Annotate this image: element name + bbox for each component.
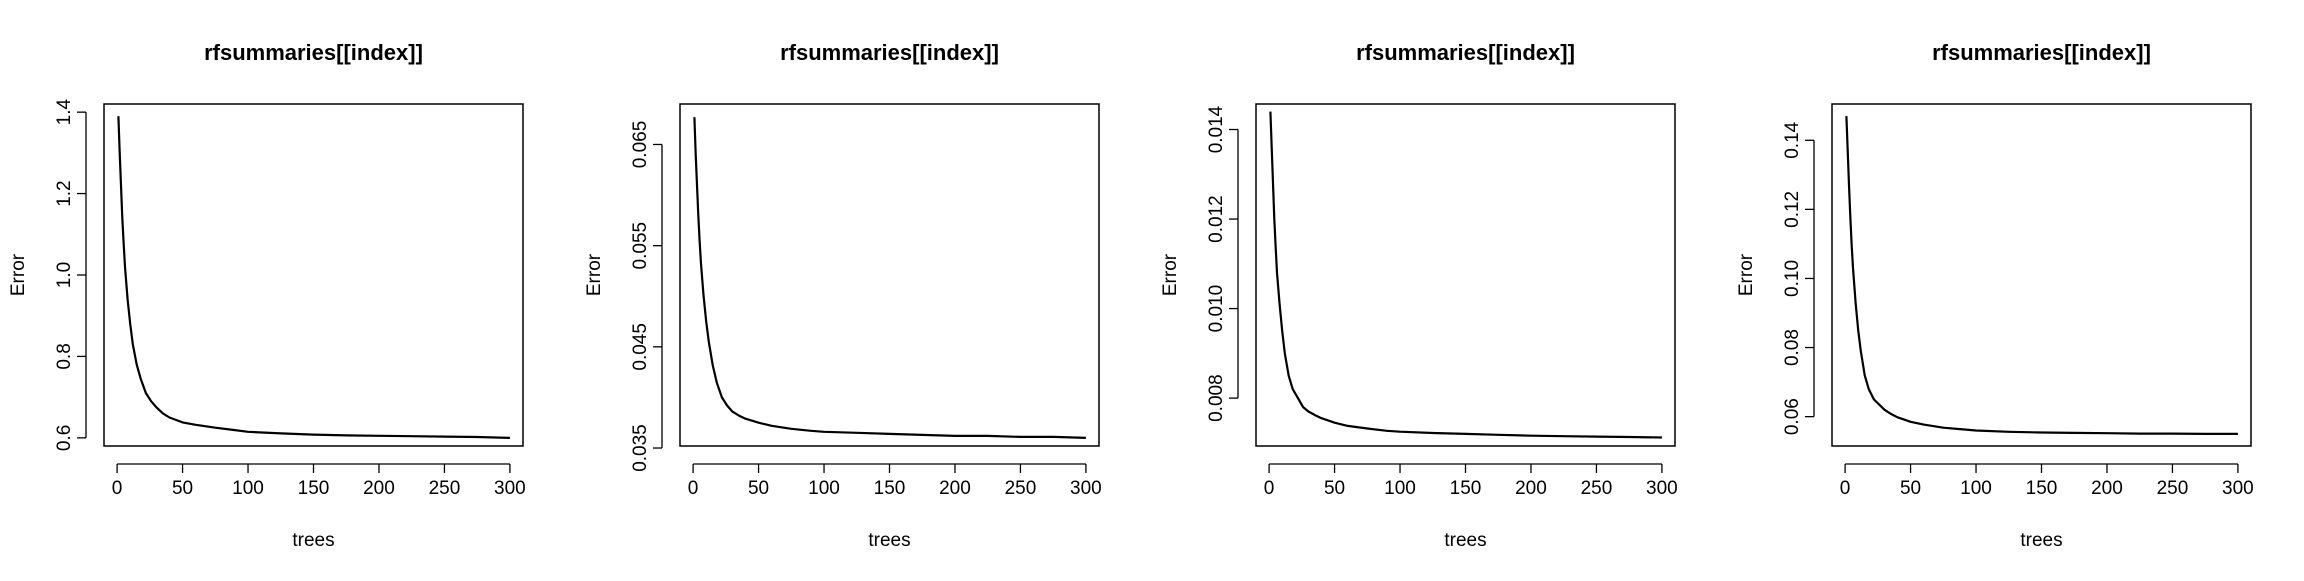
- y-tick-label: 0.08: [1782, 329, 1803, 366]
- x-tick-label: 50: [748, 478, 769, 499]
- error-line-series: [1845, 116, 2238, 435]
- x-tick-label: 150: [874, 478, 906, 499]
- x-tick-label: 0: [1840, 478, 1851, 499]
- x-tick-label: 200: [939, 478, 971, 499]
- x-tick-label: 200: [363, 478, 395, 499]
- error-line-series: [117, 116, 510, 439]
- y-tick-label: 0.8: [54, 343, 75, 369]
- chart-title: rfsummaries[[index]]: [1356, 40, 1575, 65]
- x-tick-label: 0: [688, 478, 699, 499]
- x-tick-label: 150: [298, 478, 330, 499]
- x-tick-label: 0: [112, 478, 123, 499]
- x-tick-label: 200: [1515, 478, 1547, 499]
- x-tick-label: 250: [1005, 478, 1037, 499]
- x-tick-label: 100: [1960, 478, 1992, 499]
- y-tick-label: 0.6: [54, 425, 75, 451]
- chart-title: rfsummaries[[index]]: [780, 40, 999, 65]
- x-axis-label: trees: [292, 530, 334, 551]
- error-line-series: [693, 117, 1086, 439]
- y-tick-label: 0.014: [1206, 105, 1227, 153]
- error-line-series: [1269, 111, 1662, 439]
- y-tick-label: 0.06: [1782, 398, 1803, 435]
- x-tick-label: 100: [232, 478, 264, 499]
- plot-frame: [1255, 103, 1676, 447]
- x-tick-label: 100: [808, 478, 840, 499]
- x-tick-label: 50: [1900, 478, 1921, 499]
- y-tick-label: 0.12: [1782, 191, 1803, 228]
- y-tick-label: 0.065: [630, 121, 651, 169]
- y-axis-label: Error: [1736, 253, 1757, 296]
- chart-panel-1: rfsummaries[[index]] 0 50 100 150 200 250 300 0.…: [8, 40, 526, 551]
- y-tick-label: 1.4: [54, 99, 75, 126]
- x-tick-label: 200: [2091, 478, 2123, 499]
- x-tick-label: 300: [1070, 478, 1102, 499]
- chart-title: rfsummaries[[index]]: [1932, 40, 2151, 65]
- y-tick-label: 0.055: [630, 222, 651, 270]
- x-tick-label: 150: [2026, 478, 2058, 499]
- x-axis-label: trees: [868, 530, 910, 551]
- y-tick-label: 0.10: [1782, 260, 1803, 297]
- chart-title: rfsummaries[[index]]: [204, 40, 423, 65]
- y-tick-label: 0.045: [630, 323, 651, 371]
- y-tick-label: 0.010: [1206, 285, 1227, 333]
- chart-panel-3: rfsummaries[[index]] 0 50 100 150 200 250 300 0.…: [1160, 40, 1678, 551]
- y-tick-label: 0.14: [1782, 121, 1803, 158]
- x-tick-label: 300: [1646, 478, 1678, 499]
- x-axis-label: trees: [2020, 530, 2062, 551]
- plot-frame: [103, 103, 524, 447]
- x-axis-label: trees: [1444, 530, 1486, 551]
- y-axis-label: Error: [1160, 253, 1181, 296]
- x-tick-label: 300: [494, 478, 526, 499]
- x-tick-label: 250: [1581, 478, 1613, 499]
- y-tick-label: 0.012: [1206, 195, 1227, 243]
- x-tick-label: 100: [1384, 478, 1416, 499]
- x-tick-label: 250: [429, 478, 461, 499]
- y-axis-label: Error: [584, 253, 605, 296]
- x-tick-label: 300: [2222, 478, 2254, 499]
- x-tick-label: 250: [2157, 478, 2189, 499]
- y-tick-label: 0.008: [1206, 374, 1227, 422]
- x-tick-label: 50: [172, 478, 193, 499]
- chart-panel-2: rfsummaries[[index]] 0 50 100 150 200 250 300 0.…: [584, 40, 1102, 551]
- x-tick-label: 150: [1450, 478, 1482, 499]
- y-tick-label: 1.2: [54, 180, 75, 206]
- y-tick-label: 0.035: [630, 424, 651, 472]
- y-axis-label: Error: [8, 253, 29, 296]
- x-tick-label: 50: [1324, 478, 1345, 499]
- y-tick-label: 1.0: [54, 262, 75, 288]
- plot-frame: [679, 103, 1100, 447]
- chart-panel-4: rfsummaries[[index]] 0 50 100 150 200 250 300 0.…: [1736, 40, 2254, 551]
- plot-frame: [1831, 103, 2252, 447]
- x-tick-label: 0: [1264, 478, 1275, 499]
